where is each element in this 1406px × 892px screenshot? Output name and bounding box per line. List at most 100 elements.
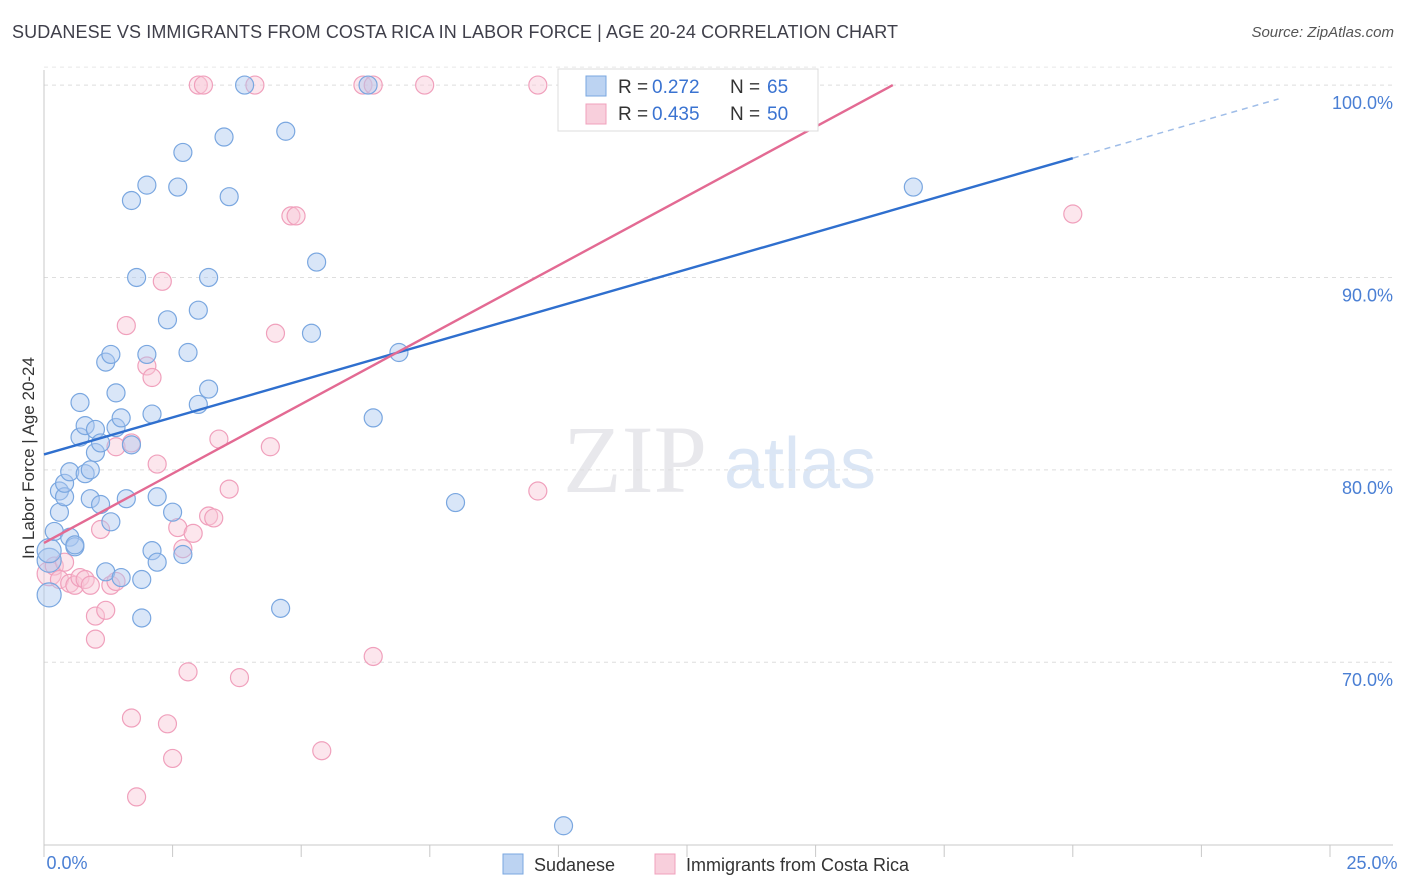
point-sudanese: [60, 462, 80, 482]
y-tick-label: 90.0%: [1342, 285, 1393, 305]
stats-n-label-pink: N =: [730, 104, 760, 125]
point-costa-rica: [152, 271, 172, 291]
point-costa-rica: [415, 75, 435, 95]
point-sudanese: [214, 127, 234, 147]
point-costa-rica: [106, 571, 126, 592]
point-sudanese: [80, 489, 100, 509]
point-sudanese: [137, 344, 157, 365]
point-sudanese: [80, 460, 100, 480]
point-costa-rica: [163, 748, 183, 769]
point-sudanese: [121, 190, 142, 211]
stats-swatch-blue: [585, 75, 607, 97]
stats-legend: R = 0.272 N = 65 R = 0.435 N = 50: [557, 68, 819, 132]
point-sudanese: [553, 816, 574, 836]
point-sudanese: [75, 464, 95, 484]
stats-n-label-blue: N =: [730, 77, 760, 98]
x-tick-label-max: 25.0%: [1346, 853, 1397, 873]
point-sudanese: [101, 344, 121, 365]
point-sudanese: [65, 535, 85, 555]
point-sudanese: [163, 502, 183, 522]
point-costa-rica: [142, 367, 162, 388]
point-costa-rica: [193, 75, 214, 95]
point-sudanese: [75, 416, 95, 436]
point-sudanese: [178, 342, 198, 363]
point-sudanese: [173, 142, 193, 163]
point-sudanese: [271, 598, 291, 618]
y-axis-title: In Labor Force | Age 20-24: [19, 357, 38, 559]
watermark-atlas: atlas: [724, 424, 876, 504]
point-costa-rica: [219, 479, 239, 499]
trend-line-costa-rica: [43, 84, 894, 545]
chart-title: SUDANESE VS IMMIGRANTS FROM COSTA RICA I…: [12, 22, 899, 42]
point-sudanese: [70, 392, 90, 413]
gridlines: [44, 66, 1393, 663]
y-tick-label: 70.0%: [1342, 670, 1393, 690]
point-sudanese: [188, 300, 208, 320]
point-sudanese: [276, 121, 296, 141]
point-sudanese: [199, 379, 219, 399]
point-costa-rica: [116, 315, 136, 336]
point-sudanese: [121, 435, 142, 455]
point-sudanese: [90, 494, 111, 515]
bottom-legend: Sudanese Immigrants from Costa Rica: [502, 853, 910, 875]
point-costa-rica: [75, 569, 95, 590]
point-sudanese: [137, 175, 157, 195]
series-costa-rica-points: [36, 75, 1083, 807]
point-sudanese: [132, 569, 152, 590]
point-costa-rica: [265, 323, 286, 343]
stats-r-label-blue: R =: [618, 77, 648, 98]
point-sudanese: [36, 547, 62, 573]
point-sudanese: [101, 512, 121, 532]
point-sudanese: [106, 383, 126, 403]
point-costa-rica: [528, 75, 548, 95]
point-sudanese: [111, 567, 131, 588]
point-costa-rica: [229, 668, 250, 688]
legend-label-costa-rica: Immigrants from Costa Rica: [686, 855, 910, 875]
stats-n-value-pink: 50: [767, 104, 788, 125]
point-sudanese: [126, 267, 147, 288]
point-costa-rica: [312, 741, 332, 761]
point-costa-rica: [353, 75, 373, 95]
point-sudanese: [445, 492, 466, 513]
x-tick-label-min: 0.0%: [46, 853, 87, 873]
point-sudanese: [54, 487, 75, 507]
trend-lines: [43, 84, 1279, 545]
point-sudanese: [54, 473, 75, 493]
axes: [43, 70, 1393, 857]
point-sudanese: [903, 177, 923, 197]
point-costa-rica: [106, 437, 126, 457]
point-costa-rica: [121, 708, 142, 728]
trend-line-sudanese: [43, 157, 1074, 456]
y-tick-labels: 70.0% 80.0% 90.0% 100.0%: [1332, 93, 1393, 690]
point-sudanese: [36, 582, 62, 608]
point-costa-rica: [286, 206, 306, 226]
point-costa-rica: [90, 519, 111, 540]
point-costa-rica: [54, 552, 75, 572]
point-sudanese: [173, 544, 193, 565]
point-sudanese: [157, 310, 178, 330]
y-tick-label: 80.0%: [1342, 478, 1393, 498]
stats-r-value-blue: 0.272: [652, 77, 700, 98]
point-costa-rica: [85, 606, 106, 626]
point-sudanese: [85, 442, 106, 463]
point-costa-rica: [80, 575, 100, 595]
point-costa-rica: [204, 508, 224, 528]
point-costa-rica: [85, 629, 106, 649]
point-sudanese: [363, 408, 383, 428]
point-costa-rica: [96, 600, 116, 620]
point-costa-rica: [157, 714, 178, 734]
point-costa-rica: [260, 437, 280, 457]
point-sudanese: [132, 608, 152, 628]
legend-swatch-sudanese: [502, 853, 524, 875]
source-label: Source: ZipAtlas.com: [1251, 24, 1394, 41]
point-costa-rica: [147, 454, 167, 474]
point-costa-rica: [126, 787, 147, 807]
watermark-zip: ZIP: [563, 406, 707, 513]
point-costa-rica: [183, 523, 203, 543]
stats-r-label-pink: R =: [618, 104, 648, 125]
point-costa-rica: [137, 356, 157, 376]
point-costa-rica: [281, 206, 301, 226]
y-tick-label: 100.0%: [1332, 93, 1393, 113]
trend-line-sudanese-extension: [1072, 98, 1279, 159]
